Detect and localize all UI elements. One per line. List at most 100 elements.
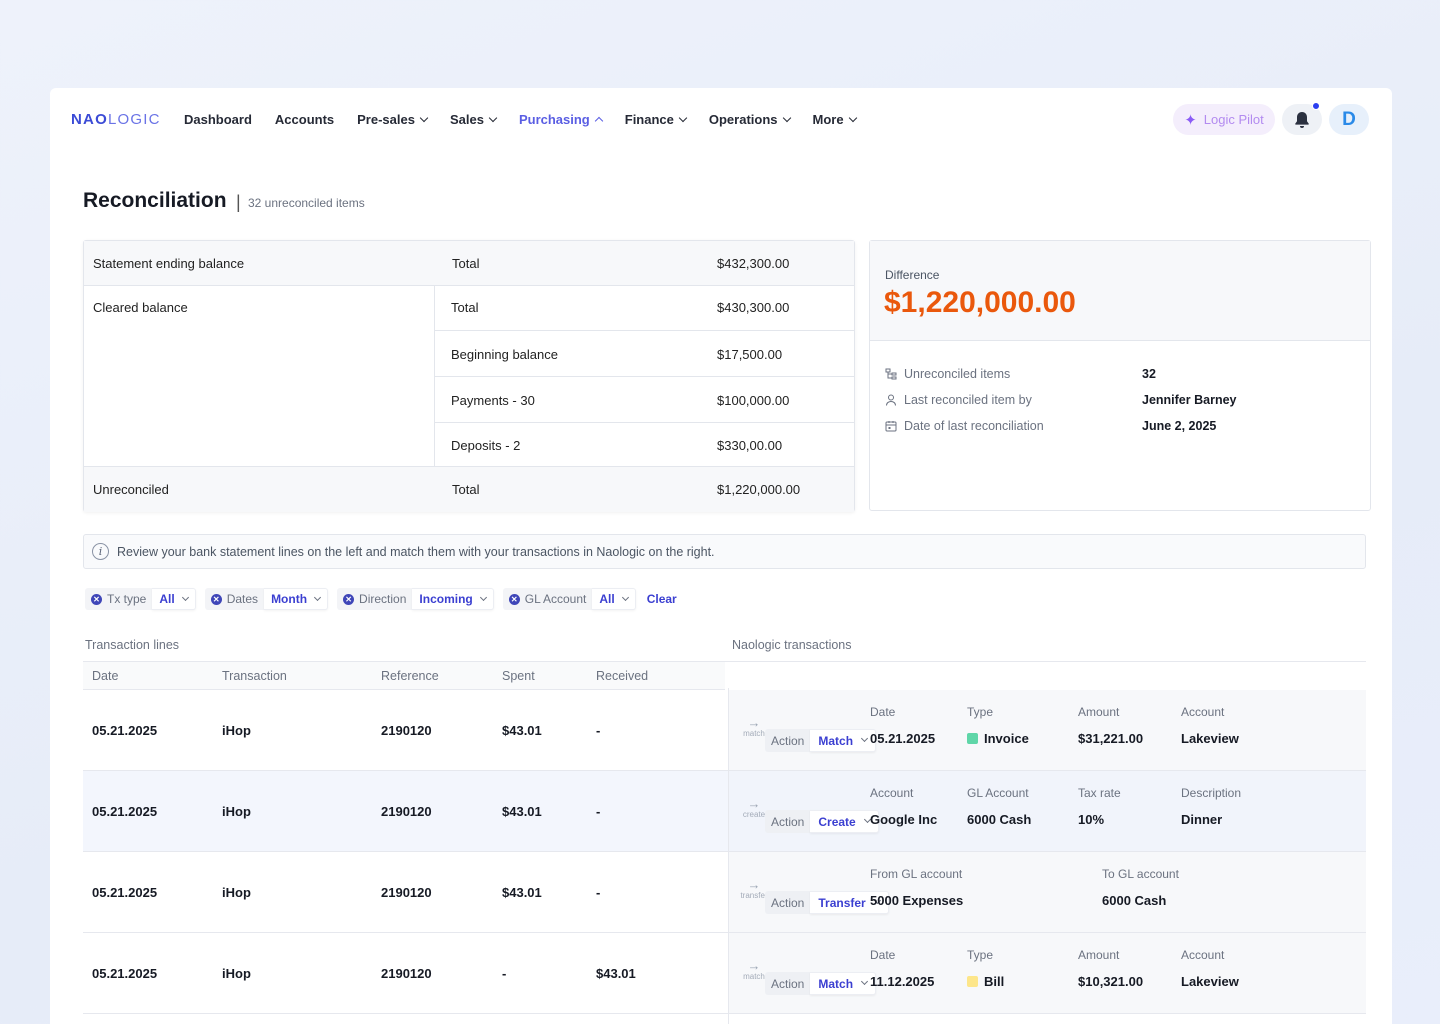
field-value: $10,321.00 bbox=[1078, 974, 1143, 989]
filter-value-dropdown[interactable]: Incoming bbox=[412, 588, 494, 610]
nav-item-more[interactable]: More bbox=[813, 112, 857, 127]
column-transaction: Transaction bbox=[222, 669, 287, 683]
action-dropdown[interactable]: Action Create bbox=[765, 810, 879, 833]
statement-label: Statement ending balance bbox=[93, 256, 245, 271]
nav-item-label: Pre-sales bbox=[357, 112, 415, 127]
chevron-down-icon bbox=[860, 977, 869, 986]
column-divider bbox=[728, 688, 729, 1024]
field-value: 10% bbox=[1078, 812, 1104, 827]
filter-key-label: Direction bbox=[359, 592, 407, 606]
difference-panel: Difference $1,220,000.00 Unreconciled it… bbox=[869, 240, 1371, 511]
field-label: Date bbox=[870, 948, 896, 962]
stat-value: Jennifer Barney bbox=[1142, 393, 1237, 407]
nav-item-label: Dashboard bbox=[184, 112, 252, 127]
list-tree-icon bbox=[885, 368, 897, 380]
top-nav: NAOLOGIC Dashboard Accounts Pre-sales Sales… bbox=[50, 88, 1392, 150]
cell-reference: 2190120 bbox=[381, 966, 432, 981]
field-label: From GL account bbox=[870, 867, 963, 881]
arrow-caption: match bbox=[743, 729, 765, 738]
nav-item-dashboard[interactable]: Dashboard bbox=[184, 112, 252, 127]
table-row[interactable]: 05.21.2025 iHop 2190120 - $43.01 → match Action… bbox=[83, 933, 1366, 1014]
chevron-up-icon bbox=[594, 116, 603, 126]
table-row[interactable]: 05.21.2025 iHop 2190120 $43.01 - → transfer Act… bbox=[83, 852, 1366, 933]
cell-transaction: iHop bbox=[222, 966, 251, 981]
field-label: Type bbox=[967, 948, 994, 962]
cell-date: 05.21.2025 bbox=[92, 804, 158, 819]
clear-filters-link[interactable]: Clear bbox=[646, 592, 677, 606]
cell-date: 05.21.2025 bbox=[92, 723, 158, 738]
arrow-right-icon: → match bbox=[739, 959, 769, 981]
column-date: Date bbox=[92, 669, 119, 683]
action-dropdown[interactable]: Action Match bbox=[765, 972, 877, 995]
cleared-rows: Total $430,300.00 Beginning balance $17,… bbox=[435, 286, 855, 466]
nav-item-sales[interactable]: Sales bbox=[450, 112, 498, 127]
nav-item-finance[interactable]: Finance bbox=[624, 112, 688, 127]
action-label: Action bbox=[765, 891, 811, 914]
chevron-down-icon bbox=[621, 593, 629, 601]
nav-item-label: Finance bbox=[624, 112, 674, 127]
filter-value: All bbox=[599, 592, 615, 606]
sparkle-icon: ✦ bbox=[1184, 111, 1197, 129]
info-banner: i Review your bank statement lines on th… bbox=[83, 534, 1366, 569]
type-swatch bbox=[967, 733, 978, 744]
cleared-row: Payments - 30 $100,000.00 bbox=[435, 377, 855, 423]
cleared-row: Beginning balance $17,500.00 bbox=[435, 331, 855, 377]
cleared-row-label: Beginning balance bbox=[451, 347, 558, 362]
nav-item-label: Operations bbox=[708, 112, 778, 127]
cleared-row-value: $100,000.00 bbox=[717, 393, 790, 408]
nav-item-accounts[interactable]: Accounts bbox=[275, 112, 334, 127]
chevron-down-icon bbox=[488, 113, 498, 122]
cleared-row-label: Payments - 30 bbox=[451, 393, 535, 408]
column-received: Received bbox=[596, 669, 649, 683]
unreconciled-label: Unreconciled bbox=[93, 482, 169, 497]
filter-value-dropdown[interactable]: All bbox=[152, 588, 196, 610]
filter-value-dropdown[interactable]: All bbox=[592, 588, 636, 610]
nav-item-pre-sales[interactable]: Pre-sales bbox=[357, 112, 429, 127]
action-value: Match bbox=[818, 976, 854, 991]
cell-reference: 2190120 bbox=[381, 885, 432, 900]
cleared-block: Cleared balance Total $430,300.00 Beginn… bbox=[84, 286, 855, 466]
action-dropdown[interactable]: Action Transfer bbox=[765, 891, 889, 914]
unreconciled-total-value: $1,220,000.00 bbox=[717, 482, 801, 497]
user-icon bbox=[886, 394, 896, 406]
column-spent: Spent bbox=[502, 669, 535, 683]
field-value-text: 05.21.2025 bbox=[870, 731, 936, 746]
remove-filter-icon[interactable]: ✕ bbox=[508, 593, 520, 605]
stat-unreconciled-items: Unreconciled items bbox=[885, 367, 1010, 381]
field-value-text: 11.12.2025 bbox=[870, 974, 935, 989]
action-dropdown[interactable]: Action Match bbox=[765, 729, 877, 752]
arrow-right-icon: → transfer bbox=[740, 877, 768, 900]
filter-tx-type: ✕ Tx type All bbox=[85, 588, 196, 610]
field-value: 05.21.2025 bbox=[870, 731, 935, 746]
action-value: Transfer bbox=[818, 895, 866, 910]
logic-pilot-button[interactable]: ✦ Logic Pilot bbox=[1173, 104, 1275, 135]
action-select[interactable]: Match bbox=[810, 729, 877, 752]
table-row[interactable]: 05.21.2025 iHop 2190120 $43.01 - → match Action… bbox=[83, 690, 1366, 771]
field-value-text: Invoice bbox=[984, 731, 1029, 746]
filter-value: Incoming bbox=[419, 592, 473, 606]
field-value-text: 10% bbox=[1078, 812, 1105, 827]
filter-dates: ✕ Dates Month bbox=[204, 588, 329, 610]
stat-label: Unreconciled items bbox=[904, 367, 1011, 381]
chevron-down-icon bbox=[782, 113, 791, 122]
logo-text-bold: NAO bbox=[71, 111, 108, 128]
stat-value: June 2, 2025 bbox=[1142, 419, 1217, 433]
logo[interactable]: NAOLOGIC bbox=[71, 111, 161, 128]
table-row[interactable]: 05.21.2025 iHop 2190120 $43.01 - → create Actio… bbox=[83, 771, 1366, 852]
nav-item-purchasing[interactable]: Purchasing bbox=[519, 112, 603, 127]
filter-key-label: GL Account bbox=[524, 592, 587, 606]
filter-value-dropdown[interactable]: Month bbox=[264, 588, 329, 610]
statement-row: Statement ending balance Total $432,300.… bbox=[84, 241, 854, 286]
avatar[interactable]: D bbox=[1329, 104, 1369, 135]
remove-filter-icon[interactable]: ✕ bbox=[210, 593, 222, 605]
remove-filter-icon[interactable]: ✕ bbox=[343, 593, 355, 605]
remove-filter-icon[interactable]: ✕ bbox=[91, 593, 102, 605]
field-value: $31,221.00 bbox=[1078, 731, 1143, 746]
notifications-button[interactable] bbox=[1282, 102, 1322, 135]
action-select[interactable]: Transfer bbox=[810, 891, 889, 914]
cell-spent: $43.01 bbox=[502, 885, 542, 900]
filter-direction: ✕ Direction Incoming bbox=[337, 588, 494, 610]
action-select[interactable]: Match bbox=[810, 972, 877, 995]
nav-item-operations[interactable]: Operations bbox=[708, 112, 791, 127]
action-select[interactable]: Create bbox=[810, 810, 879, 833]
